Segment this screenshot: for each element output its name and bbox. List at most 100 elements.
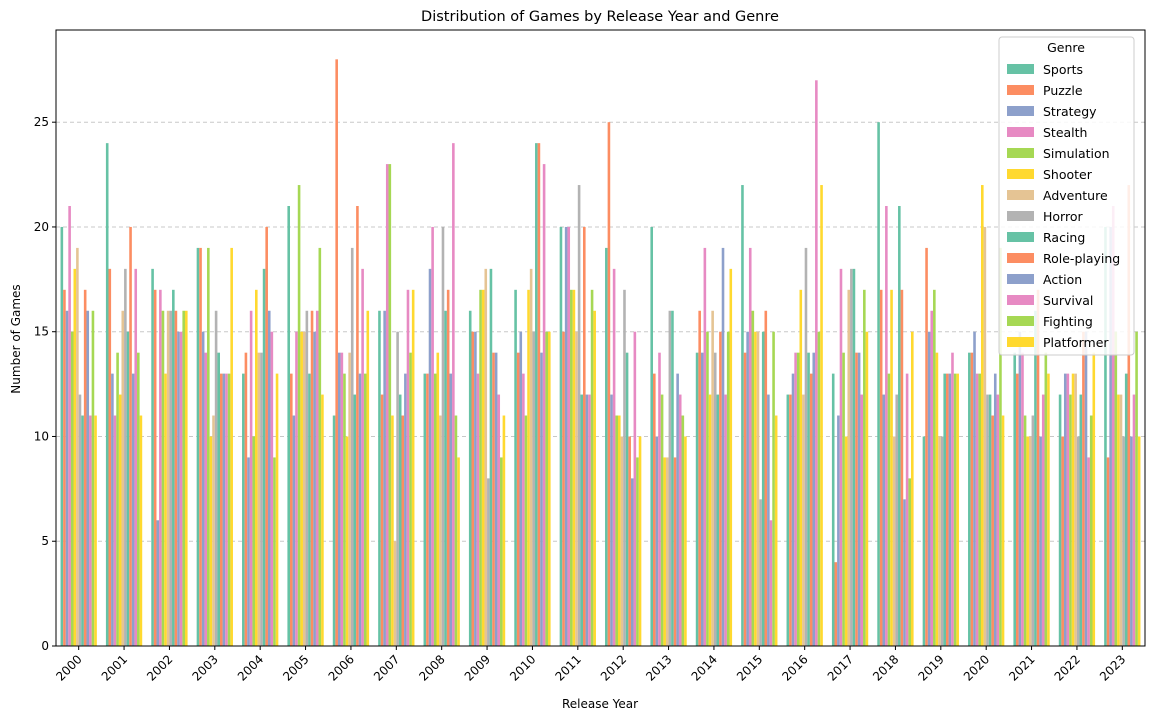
x-axis-title: Release Year: [562, 697, 638, 711]
bar: [209, 436, 213, 646]
bar: [865, 331, 869, 646]
bar: [978, 373, 982, 646]
bar: [297, 185, 301, 647]
bar: [940, 436, 944, 646]
bar: [575, 331, 578, 646]
bar: [532, 331, 536, 646]
bar: [174, 310, 178, 646]
bar: [748, 247, 752, 646]
bar: [764, 310, 768, 646]
bar: [70, 331, 74, 646]
bar: [500, 457, 503, 646]
y-tick-labels: 0 5 10 15 20 25: [34, 115, 56, 653]
bar: [222, 373, 226, 646]
legend-swatch: [1007, 85, 1034, 95]
plot-frame: [55, 29, 1146, 647]
series-shooter: [73, 185, 1120, 647]
legend-item: Stealth: [1007, 125, 1087, 140]
legend-item: Survival: [1007, 293, 1093, 308]
y-tick-label: 5: [41, 534, 49, 548]
bar: [1130, 436, 1133, 646]
bar: [391, 415, 394, 646]
legend-swatch: [1007, 274, 1034, 284]
bar: [850, 268, 853, 646]
bar: [834, 562, 838, 646]
bar: [423, 373, 427, 646]
bar: [383, 310, 386, 646]
legend-swatch: [1007, 316, 1034, 326]
bar: [1111, 206, 1115, 646]
bar: [724, 394, 727, 646]
series-simulation: [70, 164, 1118, 647]
bar: [313, 331, 316, 646]
legend-label: Puzzle: [1043, 83, 1083, 98]
bar: [615, 415, 619, 646]
bar: [207, 247, 210, 646]
bar: [786, 394, 790, 646]
legend-label: Role-playing: [1043, 251, 1120, 266]
bar: [1016, 373, 1019, 646]
bar: [1135, 331, 1138, 646]
legend-swatch: [1007, 211, 1034, 221]
legend-item: Action: [1007, 272, 1082, 287]
bar: [502, 415, 506, 646]
bar: [398, 394, 402, 646]
series-puzzle: [63, 59, 1110, 647]
bar: [177, 331, 180, 646]
bar: [527, 289, 530, 646]
bar: [308, 373, 311, 646]
bar: [244, 352, 248, 646]
bar: [887, 373, 891, 646]
bar: [711, 310, 714, 646]
legend-item: Adventure: [1007, 188, 1108, 203]
bar: [76, 247, 79, 646]
bar: [668, 310, 672, 646]
y-tick-label: 25: [34, 115, 49, 129]
bar: [449, 373, 453, 646]
bar: [804, 247, 808, 646]
bar: [318, 247, 322, 646]
bar: [698, 310, 701, 646]
bar: [968, 352, 971, 646]
bar: [139, 415, 143, 646]
legend-label: Fighting: [1043, 314, 1093, 329]
bar: [348, 352, 351, 646]
series-action: [86, 247, 1133, 646]
legend-item: Role-playing: [1007, 251, 1120, 266]
bar: [567, 226, 571, 646]
legend-items: Sports Puzzle Strategy Stealth Simulation Sho…: [1007, 62, 1120, 350]
legend-swatch: [1007, 190, 1034, 200]
bar: [817, 331, 821, 646]
series-stealth: [68, 164, 1115, 646]
bar: [636, 457, 639, 646]
bar: [1058, 394, 1062, 646]
bar: [620, 436, 624, 646]
bar: [302, 331, 306, 646]
bar: [1084, 331, 1088, 646]
bar: [489, 268, 493, 646]
legend-item: Strategy: [1007, 104, 1097, 119]
bar: [999, 247, 1002, 646]
bar: [794, 352, 797, 646]
bar: [988, 394, 992, 646]
series-survival: [89, 80, 1136, 647]
bar: [172, 289, 175, 646]
bar: [199, 247, 202, 646]
bar: [799, 289, 803, 646]
bar: [956, 373, 959, 646]
bar: [514, 289, 517, 646]
bar: [938, 436, 941, 646]
series-strategy: [65, 226, 1112, 646]
bar: [94, 415, 97, 646]
legend-label: Platformer: [1043, 335, 1109, 350]
bar: [900, 289, 904, 646]
bar: [935, 352, 939, 646]
bar: [249, 310, 253, 646]
series-role-playing: [83, 143, 1131, 647]
bar: [105, 143, 109, 646]
bar: [761, 331, 765, 646]
bar: [991, 415, 994, 646]
bar: [121, 310, 125, 646]
bar: [153, 289, 157, 646]
bar: [406, 289, 410, 646]
